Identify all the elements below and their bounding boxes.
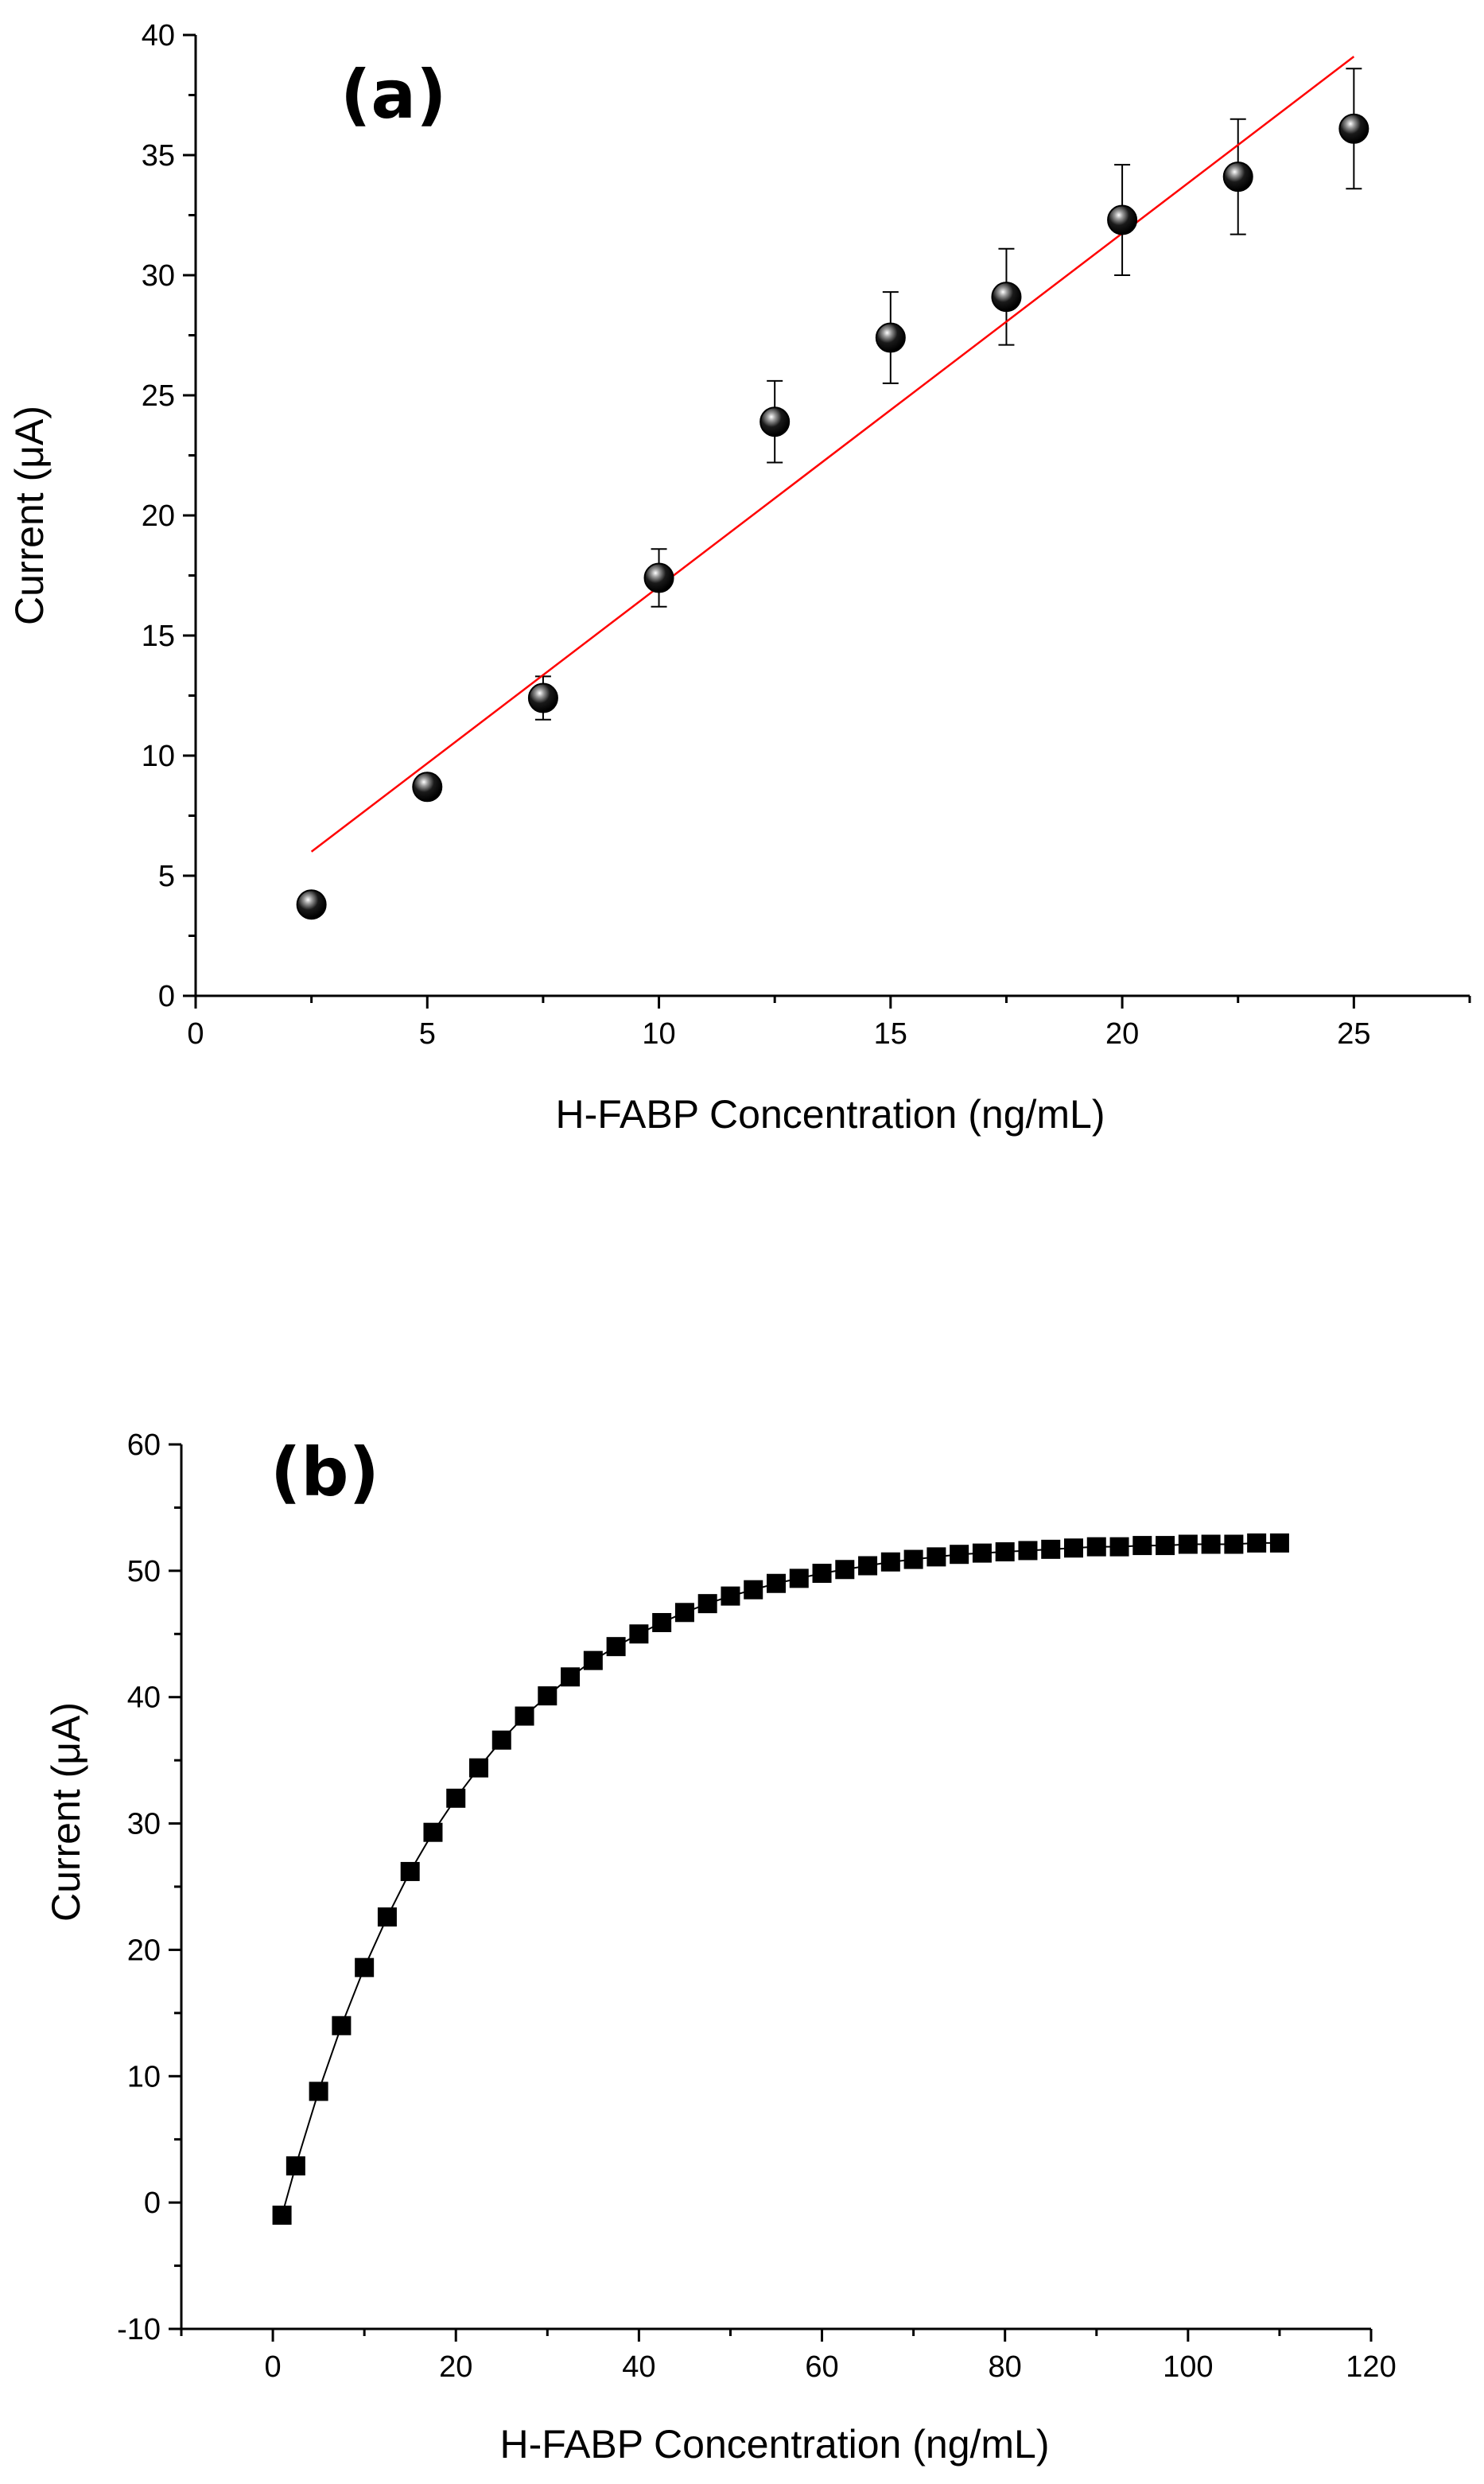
panel-b-data-point: [880, 1552, 900, 1572]
panel-b-data-point: [561, 1667, 581, 1687]
panel-a-y-tick-label: 25: [142, 379, 175, 413]
panel-b-x-tick-label: 80: [989, 2350, 1022, 2384]
panel-a-data-point: [991, 282, 1022, 313]
panel-a-y-tick-label: 35: [142, 139, 175, 173]
panel-a-x-tick-label: 25: [1337, 1017, 1370, 1051]
panel-b-y-tick-label: -10: [117, 2313, 161, 2346]
panel-a-x-axis-title: H-FABP Concentration (ng/mL): [555, 1092, 1105, 1137]
panel-b-data-point: [1064, 1538, 1083, 1558]
panel-b-data-point: [744, 1580, 763, 1600]
panel-b-data-point: [286, 2156, 305, 2176]
panel-a-data-point: [875, 322, 906, 353]
panel-a-label: (a): [340, 56, 446, 134]
panel-b-y-tick-label: 50: [127, 1555, 161, 1588]
panel-a-data-point: [643, 562, 674, 593]
panel-a-data-point: [1107, 204, 1138, 235]
panel-b-data-point: [1224, 1534, 1244, 1554]
panel-b-data-point: [355, 1957, 375, 1977]
panel-b-y-tick-label: 30: [127, 1808, 161, 1841]
panel-b-data-point: [1156, 1536, 1175, 1556]
panel-b-x-tick-label: 0: [265, 2350, 282, 2384]
panel-b-y-tick-label: 60: [127, 1429, 161, 1462]
panel-b-data-point: [491, 1730, 511, 1750]
panel-b-data-point: [332, 2016, 352, 2035]
panel-a-data-point: [527, 682, 558, 713]
panel-b-y-tick-label: 40: [127, 1681, 161, 1715]
panel-b-data-point: [1086, 1537, 1106, 1557]
panel-a-y-tick-label: 40: [142, 19, 175, 52]
panel-a-x-tick-label: 0: [187, 1017, 204, 1051]
panel-b-chart: 0 20 40 60 80 100 120 -10 0 10 20 30 40 50 60 H-FABP C…: [44, 1429, 1397, 2467]
panel-b-data-point: [767, 1573, 786, 1593]
panel-b-x-tick-label: 100: [1163, 2350, 1213, 2384]
panel-b-data-point: [927, 1547, 946, 1567]
panel-b-data-point: [1178, 1534, 1198, 1554]
panel-b-data-point: [995, 1542, 1015, 1562]
panel-b-x-tick-label: 20: [439, 2350, 472, 2384]
panel-b-y-tick-label: 20: [127, 1934, 161, 1967]
panel-a-x-tick-label: 10: [642, 1017, 675, 1051]
panel-b-data-point: [515, 1706, 534, 1726]
panel-b-y-axis-title: Current (μA): [44, 1702, 88, 1922]
panel-b-y-tick-label: 0: [144, 2187, 161, 2220]
panel-b-data-point: [812, 1564, 832, 1584]
panel-a-y-tick-label: 30: [142, 259, 175, 293]
panel-b-data-point: [272, 2206, 292, 2225]
panel-b-data-point: [1018, 1541, 1038, 1561]
panel-a-chart: 0 5 10 15 20 25 0 5 10 15 20 25 30 35 40 H-FABP Concen…: [7, 19, 1471, 1137]
panel-b-data-point: [674, 1603, 694, 1623]
panel-b-x-tick-label: 120: [1346, 2350, 1396, 2384]
panel-a-data-point: [1222, 161, 1253, 192]
panel-a-x-tick-label: 5: [419, 1017, 436, 1051]
panel-a-y-tick-label: 0: [158, 980, 175, 1013]
panel-a-y-tick-label: 5: [158, 860, 175, 893]
panel-b-data-point: [423, 1822, 443, 1842]
panel-b-data-point: [400, 1861, 420, 1881]
panel-b-data-point: [1269, 1533, 1289, 1553]
panel-a-y-tick-label: 15: [142, 620, 175, 653]
panel-b-data-point: [1247, 1533, 1267, 1553]
panel-b-data-point: [1201, 1534, 1221, 1554]
panel-a-data-point: [759, 406, 791, 437]
panel-b-data-point: [538, 1686, 557, 1706]
panel-a-x-tick-label: 20: [1105, 1017, 1139, 1051]
panel-b-data-point: [858, 1556, 878, 1576]
panel-b-data-point: [1109, 1537, 1129, 1557]
panel-a-y-tick-label: 20: [142, 500, 175, 533]
panel-b-data-point: [1041, 1539, 1061, 1559]
panel-b-data-point: [1132, 1536, 1152, 1556]
panel-b-data-point: [950, 1545, 969, 1565]
panel-b-y-tick-label: 10: [127, 2060, 161, 2093]
panel-b-x-tick-label: 60: [805, 2350, 838, 2384]
panel-a-y-tick-label: 10: [142, 740, 175, 773]
panel-b-x-axis-title: H-FABP Concentration (ng/mL): [499, 2422, 1049, 2467]
panel-b-data-point: [583, 1650, 603, 1670]
panel-b-x-tick-label: 40: [622, 2350, 655, 2384]
panel-a-data-point: [412, 772, 443, 803]
panel-a-data-point: [1338, 113, 1369, 144]
panel-b-data-point: [972, 1543, 992, 1563]
panel-b-data-point: [721, 1586, 740, 1606]
panel-b-data-point: [377, 1907, 397, 1927]
panel-a-fit-line: [310, 56, 1355, 853]
panel-b-data-point: [606, 1637, 626, 1657]
panel-b-data-point: [446, 1788, 466, 1808]
panel-b-data-point: [789, 1569, 809, 1588]
panel-b-data-point: [835, 1560, 855, 1580]
panel-b-series-line: [281, 1541, 1280, 2216]
panel-b-data-point: [652, 1612, 672, 1632]
panel-b-data-point: [697, 1594, 717, 1614]
panel-b-data-point: [903, 1549, 923, 1569]
panel-b-data-point: [309, 2082, 328, 2101]
panel-a-x-tick-label: 15: [874, 1017, 907, 1051]
panel-a-y-axis-title: Current (μA): [7, 406, 52, 625]
panel-b-data-point: [469, 1758, 488, 1778]
panel-b-data-point: [629, 1624, 649, 1644]
panel-b-label: (b): [270, 1433, 379, 1511]
panel-a-data-point: [296, 889, 327, 920]
